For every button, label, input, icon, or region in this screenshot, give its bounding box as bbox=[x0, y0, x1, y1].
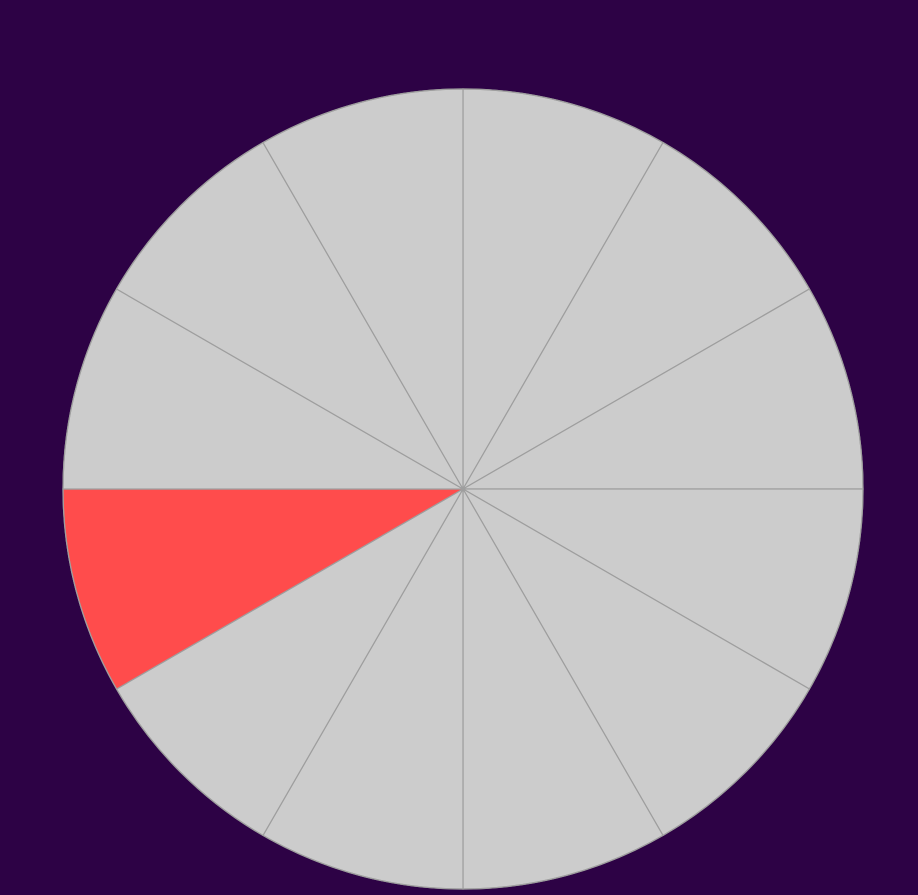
wheel-segments bbox=[62, 88, 864, 890]
